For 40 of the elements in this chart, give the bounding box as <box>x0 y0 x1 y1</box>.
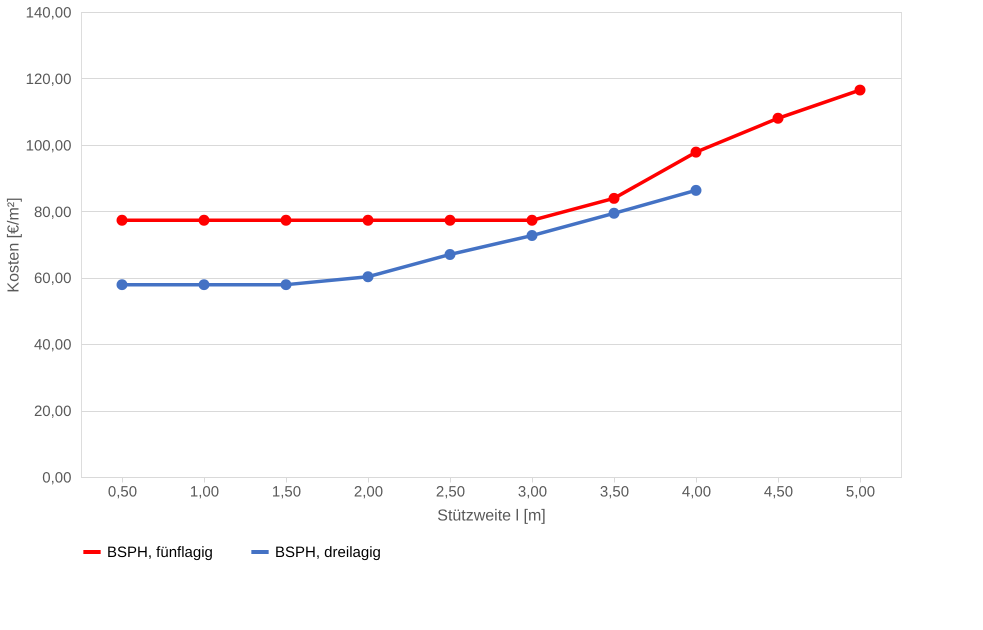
x-tick-label: 1,00 <box>190 484 220 500</box>
y-tick-label: 20,00 <box>34 403 72 420</box>
point <box>772 112 784 124</box>
x-tick-label: 1,50 <box>272 484 302 500</box>
point <box>608 208 620 219</box>
x-tick-label: 0,50 <box>108 484 138 500</box>
point <box>608 192 620 204</box>
y-tick-label: 100,00 <box>26 137 72 154</box>
point <box>116 279 128 290</box>
point <box>280 279 292 290</box>
y-tick-label: 140,00 <box>26 4 72 22</box>
y-tick-label: 80,00 <box>34 204 72 221</box>
y-tick-label: 40,00 <box>34 336 72 354</box>
legend-label: BSPH, dreilagig <box>275 544 381 561</box>
legend-label: BSPH, fünflagig <box>107 544 213 561</box>
point <box>690 146 702 158</box>
x-tick-label: 3,00 <box>518 484 548 500</box>
y-tick-label: 0,00 <box>42 470 72 486</box>
y-axis-title: Kosten [€/m²] <box>6 197 23 293</box>
x-tick-label: 3,50 <box>600 484 630 500</box>
x-tick-label: 2,00 <box>354 484 384 500</box>
point <box>444 249 456 260</box>
point <box>526 214 538 226</box>
point <box>198 279 210 290</box>
y-tick-label: 120,00 <box>26 70 72 88</box>
point <box>362 271 374 282</box>
x-tick-label: 5,00 <box>846 484 876 500</box>
x-tick-label: 4,50 <box>764 484 794 500</box>
point <box>854 84 866 96</box>
point <box>116 214 128 226</box>
x-tick-label: 4,00 <box>682 484 712 500</box>
point <box>362 214 374 226</box>
x-axis-title: Stützweite l [m] <box>437 508 546 524</box>
point <box>690 184 702 196</box>
y-tick-label: 60,00 <box>34 270 72 288</box>
point <box>198 214 210 226</box>
point <box>444 214 456 226</box>
point <box>280 214 292 226</box>
point <box>526 230 538 241</box>
x-tick-label: 2,50 <box>436 484 466 500</box>
